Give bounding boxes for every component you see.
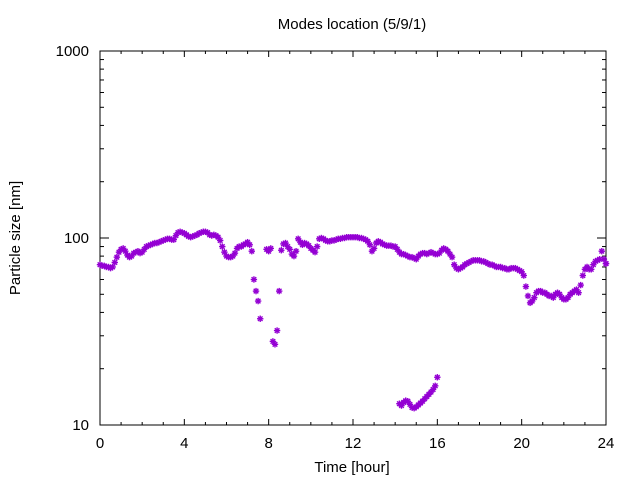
data-point — [286, 246, 293, 253]
x-tick-label: 24 — [598, 435, 615, 452]
y-tick-label: 10 — [72, 417, 89, 434]
data-point — [276, 287, 283, 295]
x-tick-label: 12 — [345, 435, 362, 452]
data-point — [579, 272, 587, 279]
data-point — [216, 237, 224, 244]
data-point — [366, 241, 374, 248]
data-point — [524, 292, 532, 300]
data-point — [290, 252, 298, 260]
data-point — [252, 287, 260, 295]
x-tick-label: 4 — [180, 435, 188, 452]
data-point — [448, 253, 456, 261]
x-tick-label: 16 — [429, 435, 446, 452]
data-point — [575, 289, 582, 296]
x-tick-label: 20 — [513, 435, 530, 452]
data-point — [113, 253, 121, 261]
data-point — [311, 248, 319, 256]
data-point — [221, 248, 228, 256]
data-point — [231, 249, 239, 257]
data-point — [432, 382, 439, 390]
data-point — [115, 248, 123, 256]
y-axis-label: Particle size [nm] — [7, 181, 24, 295]
data-point — [111, 259, 118, 266]
data-point — [278, 247, 285, 254]
data-point — [577, 281, 584, 289]
data-point — [434, 374, 441, 381]
chart-title: Modes location (5/9/1) — [278, 16, 426, 33]
x-axis: 0 4 8 12 16 20 24 — [96, 51, 615, 452]
data-point — [257, 315, 264, 322]
data-point — [602, 260, 610, 267]
y-tick-label: 100 — [64, 230, 89, 247]
data-points — [96, 228, 610, 412]
data-point — [248, 247, 255, 255]
data-point — [531, 294, 538, 301]
data-point — [267, 245, 274, 252]
data-point — [273, 327, 281, 334]
data-point — [219, 243, 226, 250]
data-point — [292, 247, 300, 255]
data-point — [522, 283, 530, 290]
x-tick-label: 0 — [96, 435, 104, 452]
y-tick-label: 1000 — [56, 43, 89, 60]
data-point — [313, 243, 321, 250]
y-axis: 10 100 1000 — [56, 43, 606, 434]
data-point — [598, 247, 605, 255]
data-point — [520, 272, 527, 279]
x-tick-label: 8 — [264, 435, 272, 452]
data-point — [370, 245, 378, 252]
data-point — [246, 241, 253, 248]
data-point — [250, 276, 258, 283]
data-point — [271, 341, 279, 348]
data-point — [254, 297, 262, 305]
x-axis-label: Time [hour] — [314, 459, 389, 476]
